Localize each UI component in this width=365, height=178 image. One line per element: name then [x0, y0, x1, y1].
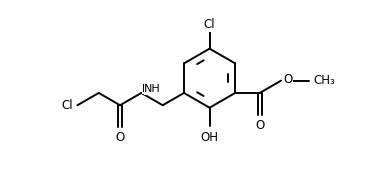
Text: OH: OH	[201, 131, 219, 144]
Text: O: O	[284, 73, 293, 86]
Text: Cl: Cl	[204, 18, 215, 31]
Text: CH₃: CH₃	[313, 74, 335, 87]
Text: N: N	[142, 84, 150, 94]
Text: O: O	[115, 131, 125, 144]
Text: O: O	[255, 119, 264, 132]
Text: Cl: Cl	[61, 99, 73, 112]
Text: NH: NH	[144, 84, 161, 94]
Text: H: H	[148, 84, 156, 94]
